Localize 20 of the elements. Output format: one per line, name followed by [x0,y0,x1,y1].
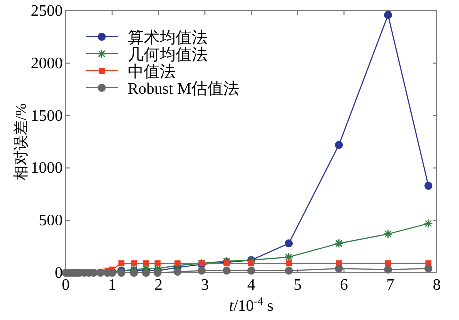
x-tick-label: 6 [340,277,348,294]
x-tick-label: 7 [386,277,395,294]
x-tick-label: 2 [154,277,163,294]
x-tick-label: 3 [201,277,210,294]
legend-label: 几何均值法 [128,46,208,64]
y-tick-label: 1500 [31,108,63,125]
legend-label: 中值法 [128,63,176,81]
y-tick-label: 2000 [31,55,63,72]
y-tick-label: 2500 [31,3,63,20]
y-axis-title: 相对误差/% [13,104,30,180]
x-tick-label: 4 [248,277,256,294]
x-tick-label: 5 [294,277,302,294]
y-tick-label: 1000 [31,160,63,178]
x-tick-label: 1 [108,277,116,294]
x-axis-title: t/10$^{-4}$ s [229,296,274,315]
x-tick-label: 8 [433,277,441,294]
legend-label: Robust M估值法 [128,80,240,98]
y-tick-label: 500 [39,212,63,230]
y-tick-label: 0 [55,265,63,282]
legend-label: 算术均值法 [128,29,208,47]
